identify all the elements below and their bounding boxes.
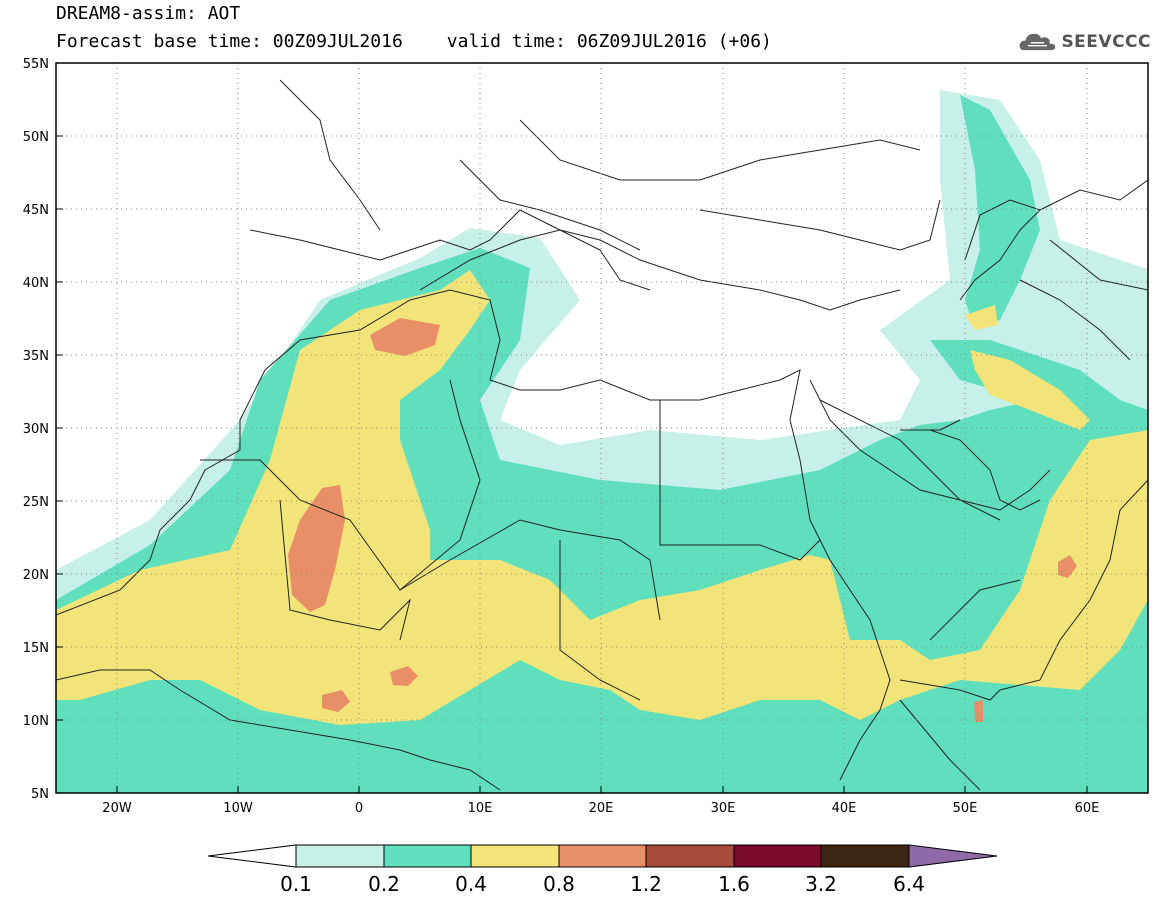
lon-label: 50E bbox=[953, 801, 978, 816]
aot-band-0.4 bbox=[965, 305, 998, 330]
colorbar-label: 1.2 bbox=[630, 872, 662, 896]
aot-band-0.8 bbox=[974, 700, 983, 722]
map-title: DREAM8-assim: AOT bbox=[56, 3, 241, 24]
lat-label: 55N bbox=[23, 57, 49, 72]
colorbar-box bbox=[470, 844, 560, 868]
colorbar-label: 0.8 bbox=[543, 872, 575, 896]
coastline bbox=[419, 229, 901, 311]
time-line: Forecast base time: 00Z09JUL2016 valid ti… bbox=[56, 32, 772, 52]
seevccc-logo: SEEVCCC bbox=[1019, 26, 1151, 58]
colorbar-box bbox=[295, 844, 385, 868]
lon-tick-labels: 20W 10W 0 10E 20E 30E 40E 50E 60E bbox=[102, 801, 1099, 816]
tick-marks bbox=[56, 135, 1088, 793]
colorbar-box bbox=[733, 844, 822, 868]
lat-label: 20N bbox=[23, 568, 49, 583]
lat-label: 25N bbox=[23, 495, 49, 510]
aot-band-0.8 bbox=[288, 485, 345, 612]
colorbar-low-triangle bbox=[207, 844, 297, 868]
lat-label: 50N bbox=[23, 130, 49, 145]
colorbar-label: 0.2 bbox=[368, 872, 400, 896]
coastline bbox=[249, 209, 651, 291]
colorbar: 0.1 0.2 0.4 0.8 1.2 1.6 3.2 6.4 bbox=[207, 844, 998, 896]
aot-band-0.8 bbox=[1058, 555, 1077, 578]
cloud-icon bbox=[1019, 33, 1056, 51]
border bbox=[279, 499, 411, 641]
lon-label: 20E bbox=[589, 801, 614, 816]
border bbox=[819, 399, 1001, 521]
border bbox=[1019, 279, 1131, 361]
coastline bbox=[959, 199, 1041, 301]
aot-field bbox=[56, 90, 1148, 793]
coastlines-borders bbox=[56, 79, 1148, 791]
aot-band-0.8 bbox=[370, 318, 440, 356]
border bbox=[459, 159, 641, 251]
lat-label: 10N bbox=[23, 714, 49, 729]
border bbox=[929, 579, 1021, 641]
border bbox=[519, 119, 921, 181]
colorbar-box bbox=[383, 844, 472, 868]
coastline bbox=[809, 379, 1051, 511]
border bbox=[200, 459, 661, 621]
colorbar-box bbox=[558, 844, 647, 868]
colorbar-label: 1.6 bbox=[718, 872, 750, 896]
border bbox=[399, 379, 481, 591]
lon-label: 40E bbox=[832, 801, 857, 816]
lon-label: 10E bbox=[468, 801, 493, 816]
border bbox=[659, 400, 821, 561]
border bbox=[900, 419, 961, 431]
aot-band-0.8 bbox=[390, 666, 418, 686]
lon-label: 10W bbox=[223, 801, 253, 816]
aot-band-0.4 bbox=[56, 270, 1148, 725]
colorbar-label: 0.4 bbox=[455, 872, 487, 896]
lat-label: 15N bbox=[23, 641, 49, 656]
aot-band-0.4 bbox=[970, 350, 1090, 430]
coastline bbox=[279, 79, 381, 231]
lon-label: 30E bbox=[711, 801, 736, 816]
lat-label: 35N bbox=[23, 349, 49, 364]
aot-band-0.2 bbox=[960, 95, 1040, 330]
coastline bbox=[56, 289, 891, 781]
colorbar-box bbox=[645, 844, 735, 868]
border bbox=[1049, 239, 1148, 291]
colorbar-label: 0.1 bbox=[280, 872, 312, 896]
lon-label: 0 bbox=[355, 801, 363, 816]
lat-label: 30N bbox=[23, 422, 49, 437]
lat-label: 40N bbox=[23, 276, 49, 291]
coastline bbox=[899, 479, 1148, 701]
lat-label: 5N bbox=[31, 787, 49, 802]
graticule bbox=[56, 63, 1148, 793]
coastline bbox=[699, 199, 941, 251]
valid-time: valid time: 06Z09JUL2016 (+06) bbox=[446, 31, 772, 52]
logo-text: SEEVCCC bbox=[1061, 32, 1151, 52]
lon-label: 20W bbox=[102, 801, 132, 816]
colorbar-label: 6.4 bbox=[893, 872, 925, 896]
coastline bbox=[56, 669, 501, 791]
lat-label: 45N bbox=[23, 203, 49, 218]
colorbar-box bbox=[820, 844, 910, 868]
colorbar-label: 3.2 bbox=[805, 872, 837, 896]
aot-band-0.8 bbox=[322, 690, 350, 712]
lon-label: 60E bbox=[1075, 801, 1100, 816]
lat-tick-labels: 55N 50N 45N 40N 35N 30N 25N 20N 15N 10N … bbox=[23, 57, 49, 802]
border bbox=[1039, 179, 1148, 211]
colorbar-high-triangle bbox=[908, 844, 998, 868]
forecast-base-time: Forecast base time: 00Z09JUL2016 bbox=[56, 31, 403, 52]
border bbox=[559, 540, 641, 701]
coastline bbox=[929, 429, 1041, 511]
